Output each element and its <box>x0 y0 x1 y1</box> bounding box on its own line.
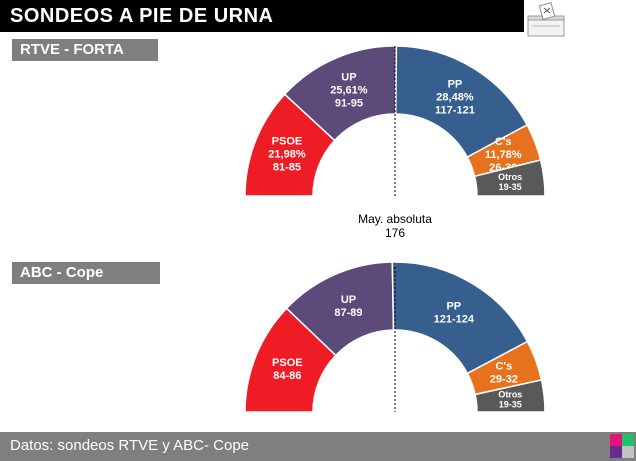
segment-label-up-0: UP <box>341 71 356 83</box>
segment-label-otros-0: Otros <box>498 390 522 400</box>
segment-label-up-0: UP <box>341 294 356 306</box>
segment-label-psoe-2: 81-85 <box>273 162 301 174</box>
segment-otros <box>474 379 546 413</box>
segment-label-cs-0: C's <box>495 136 512 148</box>
segment-label-pp-0: PP <box>446 300 461 312</box>
segment-label-cs-1: 11,78% <box>485 149 522 161</box>
segment-label-psoe-0: PSOE <box>272 357 303 369</box>
segment-label-psoe-1: 84-86 <box>273 370 301 382</box>
page-title: SONDEOS A PIE DE URNA <box>0 0 524 32</box>
hemicycle-charts: PSOE84-86UP87-89PP121-124C's29-32Otros19… <box>244 45 546 413</box>
segment-label-up-2: 91-95 <box>335 97 363 109</box>
segment-label-otros-0: Otros <box>498 172 522 182</box>
chart-title-rtve: RTVE - FORTA <box>12 39 158 61</box>
broadcaster-logo-icon <box>610 434 634 458</box>
segment-label-otros-1: 19-35 <box>499 182 522 192</box>
segment-label-pp-0: PP <box>448 79 463 91</box>
chart-title-abc: ABC - Cope <box>12 262 160 284</box>
segment-label-up-1: 87-89 <box>334 307 362 319</box>
segment-label-pp-2: 117-121 <box>435 105 475 117</box>
majority-label: May. absoluta <box>358 212 432 226</box>
segment-label-cs-1: 29-32 <box>490 373 518 385</box>
majority-annotation: May. absoluta 176 <box>330 212 460 240</box>
segment-otros <box>473 159 546 197</box>
segment-label-psoe-1: 21,98% <box>268 149 306 161</box>
majority-value: 176 <box>384 226 406 240</box>
source-footer: Datos: sondeos RTVE y ABC- Cope <box>0 432 636 461</box>
segment-label-pp-1: 28,48% <box>436 92 474 104</box>
segment-label-up-1: 25,61% <box>330 84 368 96</box>
segment-label-cs-0: C's <box>496 360 513 372</box>
segment-pp <box>391 261 529 375</box>
segment-label-psoe-0: PSOE <box>272 136 303 148</box>
segment-label-pp-1: 121-124 <box>434 313 475 325</box>
ballot-box-icon <box>527 2 565 37</box>
segment-label-otros-1: 19-35 <box>499 400 522 410</box>
